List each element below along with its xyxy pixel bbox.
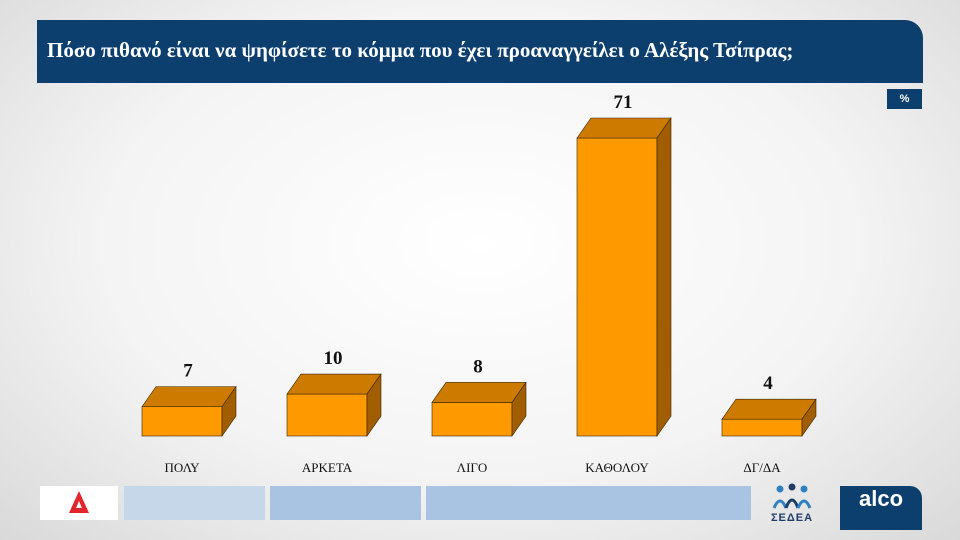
category-label: ΑΡΚΕΤΑ — [302, 460, 353, 475]
bar-top — [721, 398, 817, 420]
bar-front — [721, 418, 803, 437]
bar-front — [431, 402, 513, 437]
alco-name: alco — [858, 486, 904, 511]
page-title: Πόσο πιθανό είναι να ψηφίσετε το κόμμα π… — [47, 38, 794, 62]
footer-strip-2 — [270, 486, 421, 520]
sedea-text: ΣΕΔΕΑ — [770, 512, 814, 524]
bar-front — [141, 406, 223, 437]
bar-front — [286, 393, 368, 437]
footer-strip-3 — [426, 486, 751, 520]
data-label: 8 — [473, 356, 483, 377]
sedea-people-logo-icon — [772, 483, 812, 509]
data-label: 7 — [183, 361, 193, 382]
bar-1: 7 ΠΟΛΥ — [141, 361, 237, 475]
alco-tagline-wrap: The pulse of society — [840, 520, 922, 534]
bar-side — [221, 385, 237, 437]
bar-top — [286, 373, 382, 395]
data-label: 71 — [614, 92, 633, 113]
category-label: ΛΙΓΟ — [457, 460, 488, 475]
bar-side — [511, 381, 527, 437]
title-bar: Πόσο πιθανό είναι να ψηφίσετε το κόμμα π… — [37, 20, 923, 83]
bar-2: 10 ΑΡΚΕΤΑ — [286, 348, 382, 475]
category-label: ΔΓ/ΔΑ — [743, 460, 781, 475]
alco-logo: alco — [840, 486, 922, 530]
data-label: 4 — [763, 373, 773, 394]
category-label: ΚΑΘΟΛΟΥ — [585, 460, 649, 475]
alpha-logo — [40, 486, 118, 520]
unit-badge: % — [887, 89, 922, 109]
bar-side — [801, 398, 817, 437]
bar-4: 71 ΚΑΘΟΛΟΥ — [576, 92, 672, 475]
sedea-logo: ΣΕΔΕΑ — [752, 482, 832, 528]
bar-front — [576, 137, 658, 437]
category-label: ΠΟΛΥ — [165, 460, 201, 475]
bar-top — [141, 386, 237, 407]
footer-strip-1 — [124, 486, 265, 520]
alpha-tv-logo-icon — [69, 491, 89, 513]
bar-top — [576, 117, 672, 139]
bar-side — [366, 373, 382, 437]
alco-tagline: The pulse of society — [849, 520, 913, 527]
bar-side — [656, 117, 672, 437]
bar-5: 4 ΔΓ/ΔΑ — [721, 373, 817, 475]
data-label: 10 — [324, 348, 343, 369]
bar-3: 8 ΛΙΓΟ — [431, 356, 527, 475]
bar-top — [431, 382, 527, 403]
